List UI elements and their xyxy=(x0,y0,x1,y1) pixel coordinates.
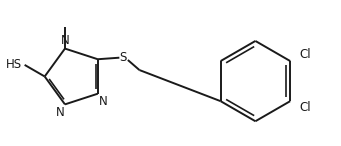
Text: S: S xyxy=(119,51,126,64)
Text: HS: HS xyxy=(6,58,22,71)
Text: N: N xyxy=(61,34,70,47)
Text: Cl: Cl xyxy=(299,48,311,61)
Text: N: N xyxy=(99,95,107,108)
Text: Cl: Cl xyxy=(299,101,311,114)
Text: N: N xyxy=(56,106,64,119)
